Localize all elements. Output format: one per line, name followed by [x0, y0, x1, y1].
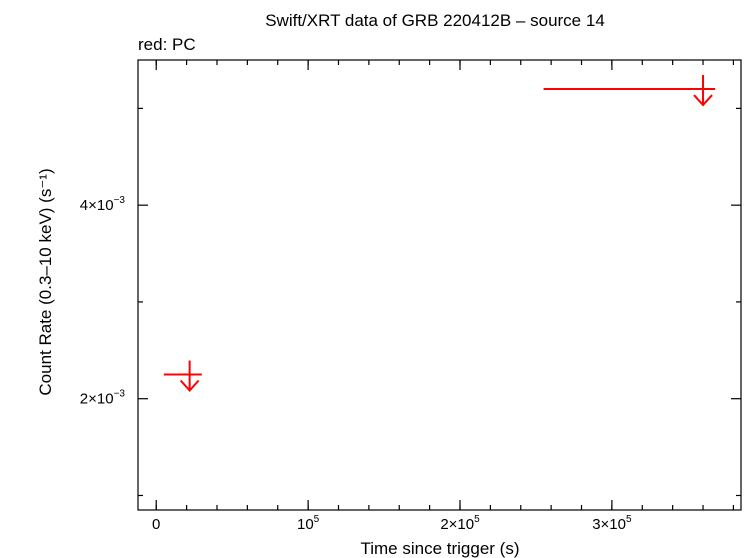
data-point-upper-limit — [163, 360, 202, 393]
chart-subtitle: red: PC — [138, 35, 196, 54]
axis-ticks: 0 105 2×105 3×105 2×10−3 4×10−3 — [80, 60, 741, 533]
y-tick-label: 4×10−3 — [80, 195, 126, 214]
x-axis-label: Time since trigger (s) — [360, 539, 519, 558]
x-tick-label: 0 — [152, 516, 160, 533]
data-marks — [163, 75, 716, 393]
y-axis-label: Count Rate (0.3–10 keV) (s⁻¹) — [36, 168, 55, 395]
x-tick-label: 2×105 — [440, 514, 480, 533]
upper-limit-arrowhead — [179, 379, 200, 393]
x-tick-label: 3×105 — [592, 514, 632, 533]
chart-title: Swift/XRT data of GRB 220412B – source 1… — [265, 11, 605, 30]
data-point-upper-limit — [543, 75, 716, 107]
y-tick-label: 2×10−3 — [80, 389, 126, 408]
x-tick-label: 105 — [297, 514, 320, 533]
upper-limit-arrowhead — [693, 94, 713, 107]
plot-frame — [137, 59, 742, 511]
